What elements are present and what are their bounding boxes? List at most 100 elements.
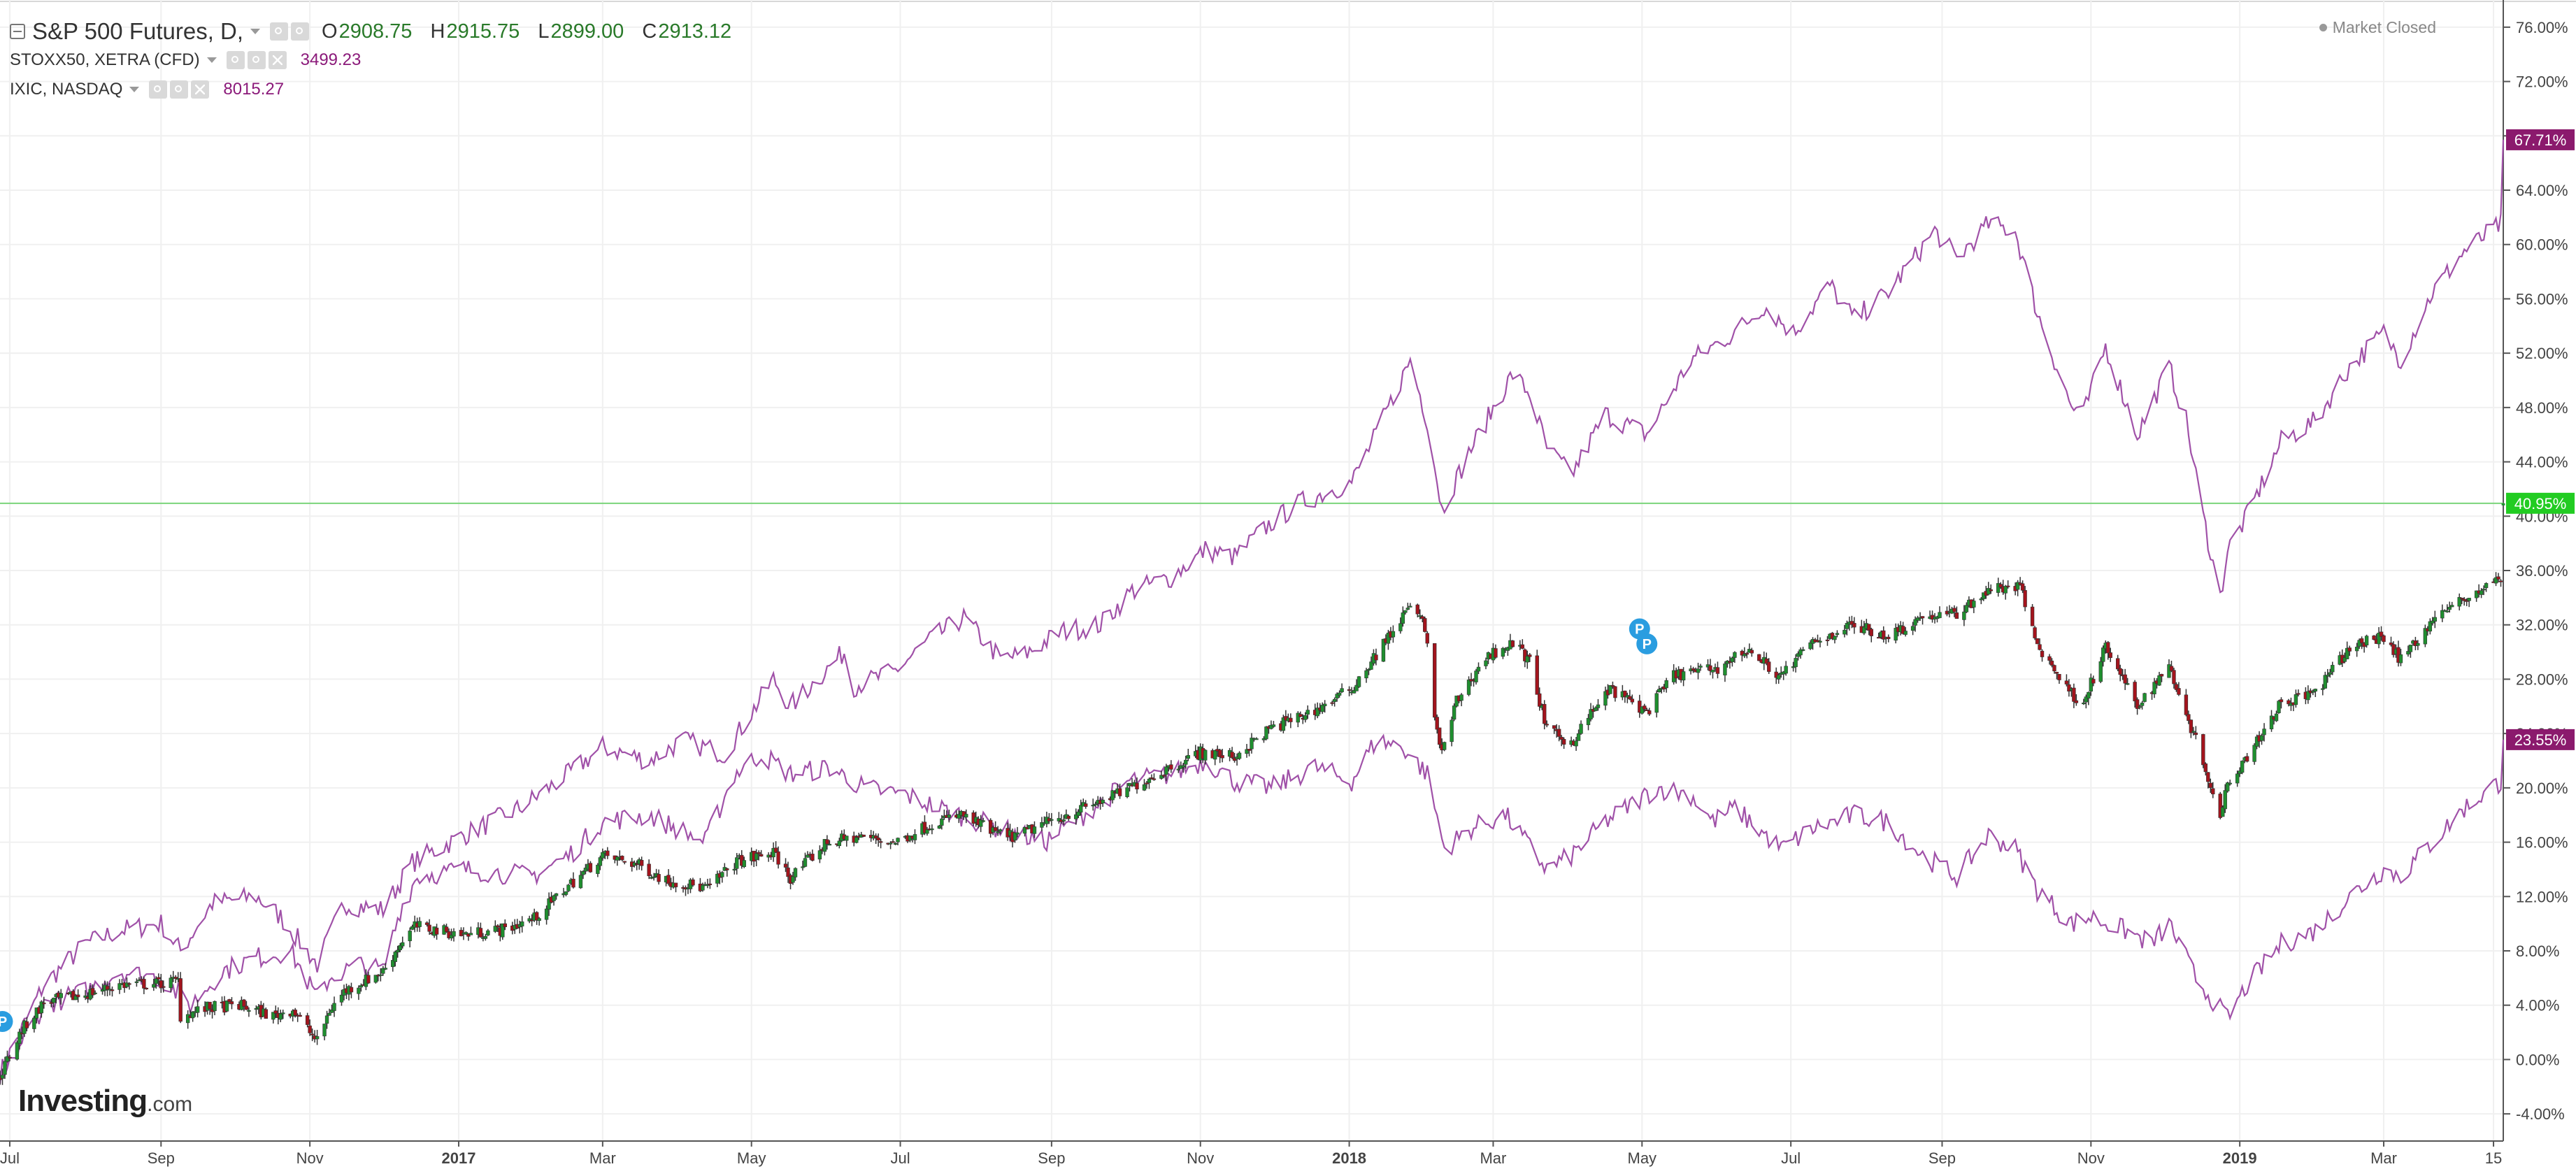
candle-body (424, 922, 429, 925)
candle-body (178, 978, 183, 1022)
candle-body (783, 863, 788, 868)
candle-body (2406, 651, 2410, 655)
candle-body (1842, 629, 1847, 635)
candle-body (2194, 732, 2198, 736)
gear-icon[interactable] (247, 51, 266, 69)
gear-icon[interactable] (291, 22, 310, 41)
eye-icon[interactable] (149, 80, 168, 99)
candle-body (2101, 647, 2105, 662)
candle-body (478, 928, 483, 938)
close-icon[interactable] (268, 51, 287, 69)
x-tick-label: Nov (1187, 1149, 1214, 1167)
candle-body (801, 866, 805, 868)
y-tick-label: 20.00% (2516, 780, 2568, 797)
candle-body (2067, 684, 2071, 691)
candle-body (444, 926, 449, 933)
candle-body (571, 878, 575, 888)
candle-body (588, 863, 593, 873)
chevron-down-icon[interactable] (129, 87, 140, 92)
y-tick-label: 44.00% (2516, 454, 2568, 471)
candle-body (1474, 670, 1478, 682)
candle-body (1369, 661, 1373, 670)
candle-body (2035, 638, 2040, 645)
candle-body (185, 1014, 190, 1024)
candle-body (1093, 803, 1098, 805)
close-icon[interactable] (191, 80, 210, 99)
x-tick-label: Jul (0, 1149, 20, 1167)
chevron-down-icon[interactable] (250, 29, 261, 34)
candle-body (964, 814, 968, 818)
candle-body (408, 931, 412, 942)
y-tick-label: 8.00% (2516, 942, 2559, 960)
eye-icon[interactable] (226, 51, 245, 69)
x-tick-label: Jul (890, 1149, 910, 1167)
close-value: 2913.12 (658, 20, 732, 43)
candle-body (601, 852, 605, 859)
candle-body (117, 983, 122, 990)
eye-icon[interactable] (270, 22, 289, 41)
candle-body (837, 840, 842, 847)
chevron-down-icon[interactable] (206, 57, 217, 63)
compare-symbol-ixic[interactable]: IXIC, NASDAQ (10, 80, 123, 99)
candle-body (1281, 717, 1286, 731)
candle-body (2208, 782, 2212, 788)
candle-body (2359, 638, 2364, 643)
candle-body (1576, 733, 1581, 741)
candle-body (1142, 784, 1147, 791)
candle-body (1264, 726, 1268, 740)
main-symbol[interactable]: S&P 500 Futures, D, (32, 18, 244, 44)
collapse-legend-icon[interactable] (10, 24, 25, 39)
candle-body (247, 1010, 251, 1012)
candle-body (2323, 675, 2327, 689)
low-key: L (538, 20, 550, 43)
compare-symbol-stoxx[interactable]: STOXX50, XETRA (CFD) (10, 50, 200, 69)
candle-body (2123, 674, 2127, 684)
candle-body (1357, 676, 1361, 687)
candle-body (76, 994, 80, 998)
x-tick-label: 2017 (442, 1149, 476, 1167)
plot-area: PPP (0, 139, 2505, 1085)
candle-body (1176, 768, 1181, 770)
candle-body (1212, 750, 1217, 760)
candle-body (2174, 684, 2179, 690)
y-tick-label: -4.00% (2516, 1105, 2565, 1123)
candle-body (2342, 657, 2347, 662)
candle-body (1432, 643, 1437, 718)
candle-body (1330, 702, 1334, 704)
candle-body (293, 1010, 297, 1016)
candle-body (578, 875, 583, 889)
candle-body (861, 834, 866, 837)
candle-body (169, 977, 173, 989)
logo-suffix: .com (147, 1093, 193, 1116)
candle-body (501, 923, 505, 938)
candle-body (2277, 701, 2281, 714)
candle-body (925, 829, 929, 834)
candle-body (2091, 679, 2096, 684)
candle-body (652, 876, 656, 878)
candle-body (913, 834, 917, 840)
candle-body (1337, 692, 1342, 696)
candle-body (190, 1011, 195, 1019)
candle-body (1061, 819, 1066, 822)
candle-body (8, 1056, 12, 1059)
candle-body (2015, 582, 2020, 590)
candle-body (486, 930, 490, 935)
event-marker-icon (0, 1011, 13, 1033)
x-tick-label: Sep (1038, 1149, 1065, 1167)
candle-body (978, 819, 983, 827)
price-badges: 40.95% 67.71% 23.55% (2506, 129, 2575, 750)
candle-body (1603, 691, 1608, 706)
candle-body (1076, 811, 1080, 816)
candle-body (2433, 617, 2438, 622)
candle-body (1401, 612, 1405, 624)
x-tick-label: Mar (2370, 1149, 2397, 1167)
candle-body (71, 991, 76, 1001)
candle-body (2328, 672, 2332, 675)
gear-icon[interactable] (170, 80, 189, 99)
candle-body (1347, 689, 1352, 691)
candle-body (17, 1031, 22, 1045)
candle-body (366, 975, 371, 984)
candle-body (2169, 666, 2174, 671)
y-tick-label: 0.00% (2516, 1051, 2559, 1068)
